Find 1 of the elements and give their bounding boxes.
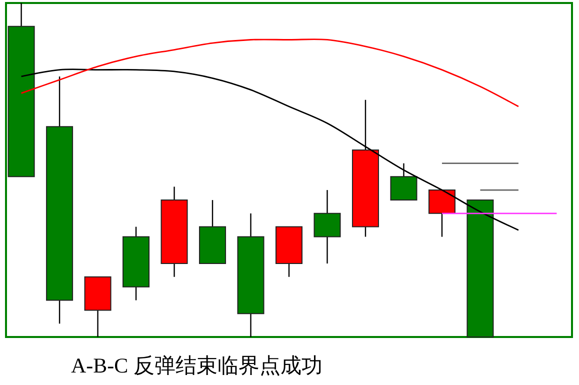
text: A-B-C 反弹结束临界点成功 xyxy=(71,354,322,378)
